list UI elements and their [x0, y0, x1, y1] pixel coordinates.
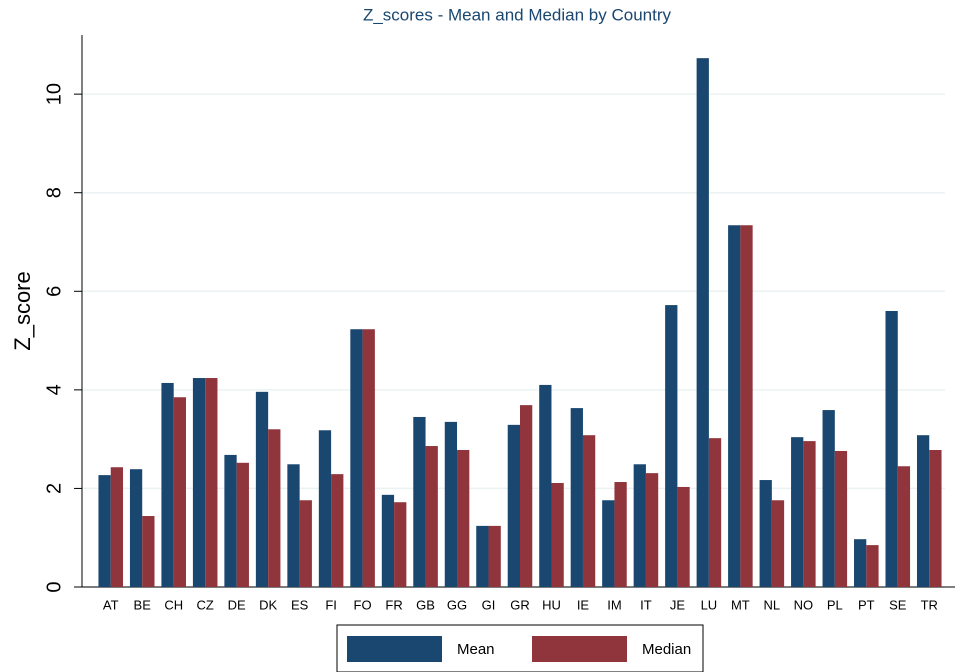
y-axis-label: Z_score [10, 271, 35, 350]
x-tick-label: GR [510, 597, 530, 612]
bar [381, 494, 395, 587]
x-tick-label: GB [416, 597, 435, 612]
bar [834, 450, 848, 587]
bar [255, 391, 269, 587]
x-tick-label: BE [134, 597, 152, 612]
x-tick-label: HU [542, 597, 561, 612]
bar [803, 441, 816, 587]
x-tick-label: AT [103, 597, 119, 612]
bar [740, 225, 753, 587]
bar [318, 430, 332, 587]
x-tick-label: CZ [197, 597, 214, 612]
legend-swatch [532, 636, 627, 662]
bar [539, 384, 552, 587]
x-tick-label: IT [640, 597, 652, 612]
bar [677, 486, 690, 587]
bar [444, 421, 458, 587]
bar [791, 437, 804, 587]
x-tick-label: DK [259, 597, 277, 612]
bar [633, 464, 646, 587]
y-tick-label: 4 [43, 384, 65, 395]
bar [916, 435, 930, 587]
x-tick-label: TR [921, 597, 938, 612]
chart-title: Z_scores - Mean and Median by Country [363, 5, 672, 24]
bar [897, 466, 911, 587]
bar [885, 311, 898, 587]
x-tick-label: IE [577, 597, 590, 612]
x-tick-label: FO [354, 597, 372, 612]
bar [771, 500, 785, 587]
bar [205, 378, 218, 587]
bar [425, 446, 438, 587]
x-tick-label: CH [164, 597, 183, 612]
x-tick-label: PL [827, 597, 843, 612]
y-tick-label: 0 [43, 581, 65, 592]
x-tick-label: SE [889, 597, 907, 612]
bar [614, 482, 627, 587]
bar [759, 480, 772, 587]
bar [224, 454, 237, 587]
bar [520, 405, 533, 587]
bar [728, 225, 741, 587]
x-tick-label: FR [385, 597, 402, 612]
bar [142, 516, 155, 587]
bar [708, 438, 722, 587]
legend-swatch [347, 636, 442, 662]
bar [854, 539, 867, 587]
y-tick-label: 6 [43, 286, 65, 297]
x-tick-label: JE [670, 597, 686, 612]
bar [331, 474, 344, 587]
x-tick-label: DE [228, 597, 246, 612]
bar [488, 525, 501, 587]
bar [236, 462, 249, 587]
bar [413, 416, 426, 587]
x-tick-label: PT [858, 597, 875, 612]
x-tick-label: GI [482, 597, 496, 612]
x-tick-label: NO [794, 597, 814, 612]
bar [268, 429, 281, 587]
x-tick-label: IM [607, 597, 621, 612]
legend-label: Mean [457, 641, 495, 658]
bar [192, 378, 206, 587]
bar [582, 435, 596, 587]
y-tick-label: 8 [43, 187, 65, 198]
bar [350, 329, 363, 587]
bar [929, 449, 942, 587]
x-tick-label: LU [701, 597, 718, 612]
bar [866, 545, 879, 587]
y-tick-label: 2 [43, 483, 65, 494]
bar [665, 305, 678, 587]
bar [551, 483, 564, 587]
x-tick-label: FI [325, 597, 337, 612]
bar [457, 449, 470, 587]
bar [696, 58, 709, 587]
bar [110, 467, 124, 587]
y-tick-label: 10 [43, 83, 65, 105]
legend-label: Median [642, 641, 691, 658]
bar [362, 329, 375, 587]
bar [173, 397, 186, 587]
x-tick-label: GG [447, 597, 467, 612]
bar [570, 408, 583, 587]
bar [287, 464, 300, 587]
x-tick-label: ES [291, 597, 309, 612]
bar [822, 410, 835, 587]
bar [645, 473, 659, 587]
bar [98, 475, 111, 587]
bar [299, 500, 312, 587]
x-tick-label: MT [731, 597, 750, 612]
bar [476, 525, 489, 587]
x-tick-label: NL [764, 597, 781, 612]
bar [129, 469, 143, 587]
bar [161, 382, 174, 587]
bar [394, 502, 407, 587]
bar [507, 424, 520, 587]
bar [602, 500, 615, 587]
